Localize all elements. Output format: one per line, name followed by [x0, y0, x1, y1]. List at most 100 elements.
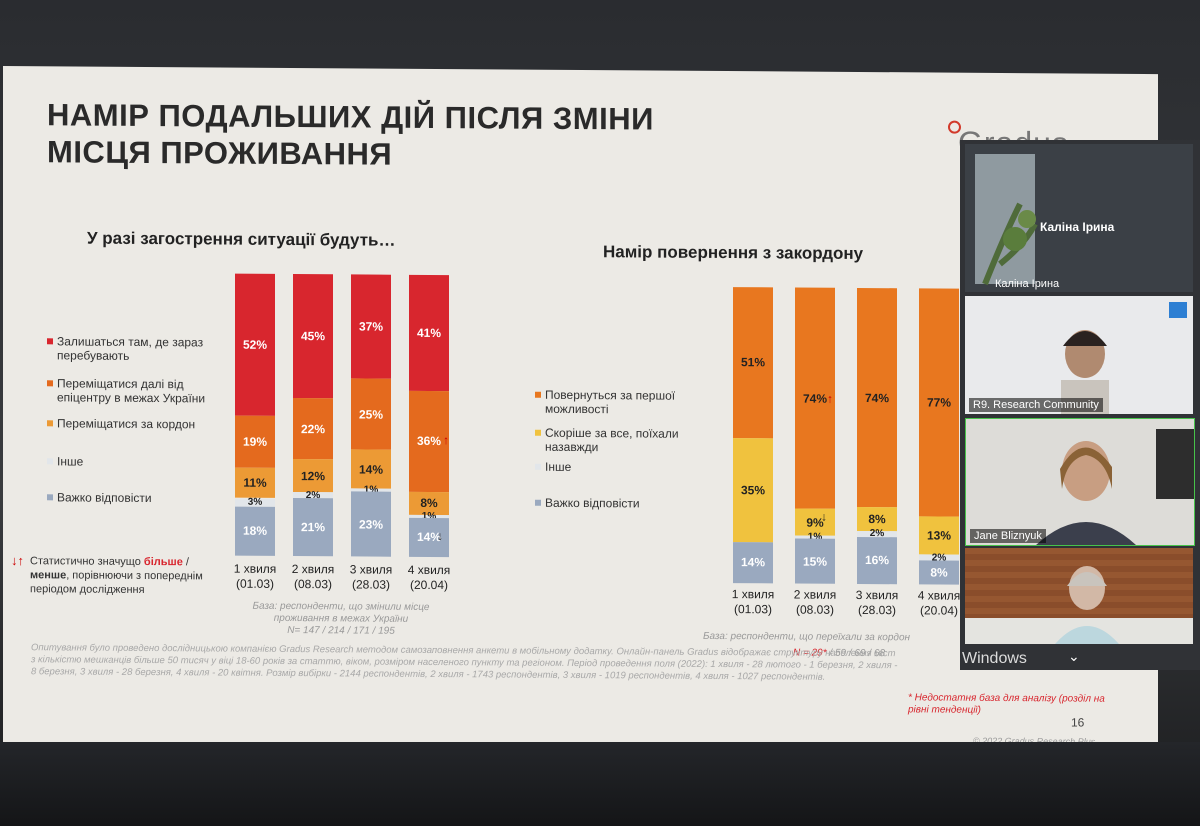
video-call-panel[interactable]: Каліна Ірина Каліна Ірина R9. Research C…: [960, 140, 1200, 670]
right_chart-bar: 77% 13% 2% 8%: [919, 288, 959, 585]
wave-date: (01.03): [733, 602, 773, 617]
participant-tile-4[interactable]: [965, 548, 1193, 644]
legend-swatch: [47, 494, 53, 501]
legend-label: Залишаться там, де зараз перебувають: [57, 334, 204, 363]
left_chart-bar: 52% 19% 11% 3% 18%: [235, 273, 275, 556]
bar-segment-other: 3%: [235, 497, 275, 508]
right-chart-legend: Повернуться за першої можливості Скоріше …: [3, 66, 1158, 510]
left-base-text: База: респонденти, що змінили місце прож…: [252, 600, 430, 625]
bar-segment-move_ukraine: 25%: [351, 378, 391, 450]
left-legend-item: Залишаться там, де зараз перебувають: [47, 334, 217, 363]
bar-segment-stay: 37%: [351, 274, 391, 380]
legend-swatch: [47, 380, 53, 387]
bar-segment-abroad: 14%: [351, 449, 391, 490]
bar-segment-move_ukraine: 22%: [293, 398, 333, 460]
right-base-note: База: респонденти, що переїхали за кордо…: [703, 631, 963, 645]
wave-date: (28.03): [857, 602, 897, 618]
significance-arrows-icon: ↓↑: [11, 553, 24, 569]
bar-segment-return_first: 74%: [857, 287, 897, 508]
significance-down-arrow-icon: ↓: [821, 509, 827, 524]
insufficient-base-note: * Недостатня база для аналізу (розділ на…: [908, 692, 1105, 716]
bar-segment-never_return: 35%: [733, 438, 773, 542]
bar-segment-move_ukraine: 19%: [235, 415, 275, 469]
legend-label: Скоріше за все, поїхали назавжди: [545, 425, 679, 455]
left_chart-bar: 37% 25% 14% 1% 23%: [351, 274, 391, 557]
right_chart-bar: 51% 35% 14%: [733, 287, 773, 584]
bar-segment-hard: 21%: [293, 497, 333, 557]
bar-segment-never_return: 13%: [919, 516, 959, 556]
wave-date: (20.04): [409, 577, 449, 593]
significance-note: ↓↑ Статистично значущо більше / менше, п…: [11, 553, 211, 597]
bar-segment-stay: 41%: [409, 274, 449, 391]
left_chart-bar: 45% 22% 12% 2% 21%: [293, 274, 333, 557]
participant-tile-1[interactable]: Каліна Ірина Каліна Ірина: [965, 144, 1193, 292]
bar-segment-return_first: 77%: [919, 288, 959, 517]
right-legend-item: Важко відповісти: [535, 496, 705, 511]
significance-up-arrow-icon: ↑: [827, 391, 833, 406]
left-base-note: База: респонденти, що змінили місце прож…: [231, 601, 451, 639]
windows-label: Windows: [962, 650, 1027, 667]
wave-label: 4 хвиля: [407, 562, 451, 578]
legend-label: Важко відповісти: [545, 495, 640, 511]
bar-segment-hard: 18%: [235, 506, 275, 556]
significance-text: Статистично значущо більше / менше, порі…: [30, 554, 211, 597]
significance-down-arrow-icon: ↓: [437, 529, 443, 544]
legend-label: Інше: [57, 454, 84, 469]
right-chart-heading: Намір повернення з закордону: [603, 242, 864, 264]
participant-1-label: Каліна Ірина: [1040, 220, 1115, 234]
participant-tile-2[interactable]: R9. Research Community: [965, 296, 1193, 414]
legend-label: Повернуться за першої можливості: [545, 387, 676, 417]
significance-up-arrow-icon: ↑: [443, 433, 449, 448]
right-legend-item: Скоріше за все, поїхали назавжди: [535, 426, 705, 455]
significance-more: більше: [143, 555, 183, 569]
left-chart-heading: У разі загострення ситуації будуть…: [87, 228, 396, 250]
participant-2-name: R9. Research Community: [969, 398, 1103, 412]
legend-swatch: [47, 458, 53, 465]
significance-prefix: Статистично значущо: [30, 555, 141, 568]
participant-2-video: [965, 296, 1193, 414]
windows-bar: Windows ⌄: [960, 648, 1200, 670]
legend-swatch: [535, 463, 541, 470]
participant-3-video: [966, 419, 1194, 545]
significance-slash: /: [185, 556, 189, 569]
left-legend-item: Інше: [47, 454, 217, 469]
right-legend-item: Повернуться за першої можливості: [535, 388, 705, 417]
legend-label: Переміщатися далі від епіцентру в межах …: [57, 376, 206, 406]
left-chart: 52% 19% 11% 3% 18% 1 хвиля (01.03) 45% 22% 12% 2% 2…: [3, 66, 1158, 592]
slide-title: НАМІР ПОДАЛЬШИХ ДІЙ ПІСЛЯ ЗМІНИ МІСЦЯ ПР…: [47, 96, 654, 174]
legend-label: Важко відповісти: [57, 490, 152, 506]
significance-less: менше: [30, 569, 67, 582]
participant-3-name: Jane Bliznyuk: [970, 529, 1046, 543]
left-legend-item: Переміщатися далі від епіцентру в межах …: [47, 376, 217, 405]
bar-segment-hard: 23%: [351, 491, 391, 557]
right_chart-bar: 74% 8% 2% 16%: [857, 287, 897, 585]
left-n-text: N= 147 / 214 / 171 / 195: [287, 624, 395, 637]
bar-segment-hard: 14%: [733, 541, 773, 584]
laptop-bezel: [0, 742, 1200, 826]
participant-4-video: [965, 548, 1193, 644]
right-chart: 51% 35% 14% 1 хвиля (01.03) 74% 9% 1% 15% 2 хвиля…: [3, 66, 1158, 618]
bar-segment-hard: 16%: [857, 536, 897, 585]
bar-segment-stay: 45%: [293, 274, 333, 399]
x-axis-label: 3 хвиля (28.03): [842, 588, 912, 618]
legend-label: Переміщатися за кордон: [57, 416, 196, 432]
legend-swatch: [535, 391, 541, 398]
bar-segment-hard: 8%: [919, 560, 959, 585]
left-chart-legend: Залишаться там, де зараз перебувають Пере…: [3, 66, 1158, 505]
x-axis-label: 4 хвиля (20.04): [394, 563, 464, 593]
right-legend-item: Інше: [535, 460, 705, 475]
bar-segment-return_first: 51%: [733, 287, 773, 439]
slide-title-line2: МІСЦЯ ПРОЖИВАННЯ: [47, 134, 393, 172]
participant-tile-3[interactable]: Jane Bliznyuk: [965, 418, 1195, 546]
left_chart-bar: 41% 36% 8% 1% 14%: [409, 274, 449, 558]
bar-segment-hard: 15%: [795, 538, 835, 584]
right_chart-bar: 74% 9% 1% 15%: [795, 287, 835, 584]
wave-label: 3 хвиля: [855, 587, 899, 603]
wave-date: (08.03): [795, 602, 835, 617]
chevron-down-icon[interactable]: ⌄: [1068, 648, 1080, 664]
wave-label: 1 хвиля: [731, 587, 775, 602]
left-legend-item: Важко відповісти: [47, 490, 217, 505]
bar-segment-hard: 14%: [409, 517, 449, 558]
slide-title-line1: НАМІР ПОДАЛЬШИХ ДІЙ ПІСЛЯ ЗМІНИ: [47, 97, 654, 137]
